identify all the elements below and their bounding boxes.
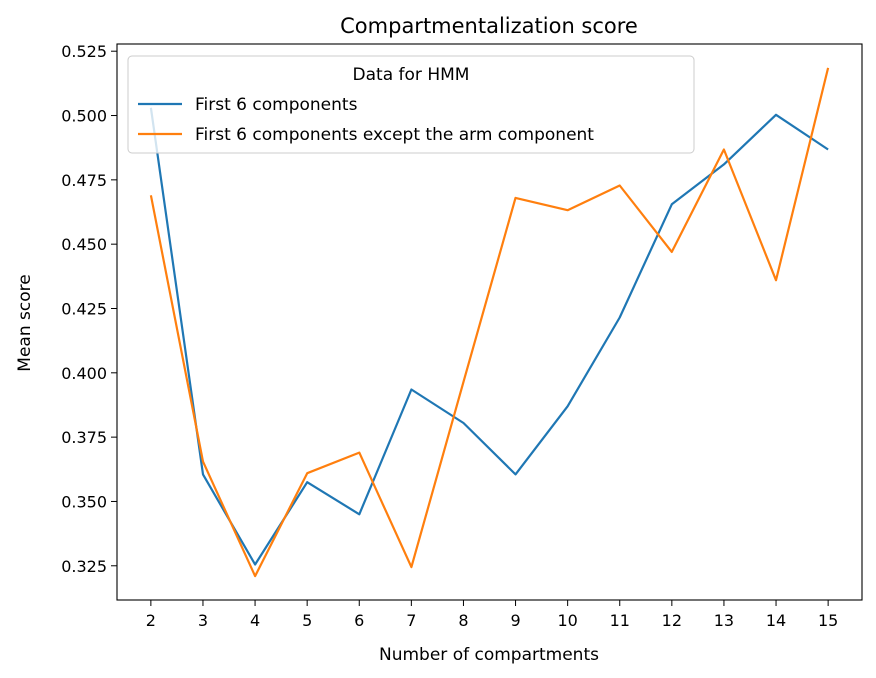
- y-axis: 0.325 0.350 0.375 0.400 0.425 0.450 0.475 0.500…: [61, 42, 117, 576]
- y-tick-label: 0.425: [61, 299, 107, 318]
- x-tick-label: 13: [714, 611, 734, 630]
- plot-frame: [116, 43, 863, 601]
- legend-label-series-1: First 6 components: [195, 95, 358, 115]
- x-tick-label: 12: [662, 611, 682, 630]
- plot-area: [116, 43, 863, 601]
- y-tick-label: 0.375: [61, 428, 107, 447]
- x-tick-label: 6: [354, 611, 364, 630]
- x-tick-label: 4: [250, 611, 260, 630]
- y-tick-label: 0.450: [61, 235, 107, 254]
- chart-title: Compartmentalization score: [340, 14, 638, 38]
- y-tick-label: 0.525: [61, 42, 107, 61]
- y-tick-label: 0.350: [61, 492, 107, 511]
- x-tick-label: 7: [406, 611, 416, 630]
- x-tick-label: 14: [766, 611, 786, 630]
- legend-title: Data for HMM: [353, 65, 470, 85]
- x-tick-label: 15: [818, 611, 838, 630]
- y-axis-label: Mean score: [15, 274, 35, 371]
- x-tick-label: 11: [610, 611, 630, 630]
- series-line-2: [149, 67, 830, 578]
- x-tick-label: 10: [557, 611, 577, 630]
- y-tick-label: 0.475: [61, 171, 107, 190]
- x-tick-label: 5: [302, 611, 312, 630]
- y-tick-label: 0.325: [61, 557, 107, 576]
- series-line-1: [149, 107, 829, 566]
- legend: Data for HMM First 6 components First 6 …: [127, 55, 695, 154]
- legend-label-series-2: First 6 components except the arm compon…: [195, 125, 594, 145]
- x-axis: 2 3 4 5 6 7 8 9 10 11 12 13 14 15: [146, 600, 838, 630]
- y-tick-label: 0.400: [61, 364, 107, 383]
- y-tick-label: 0.500: [61, 107, 107, 126]
- x-tick-label: 3: [198, 611, 208, 630]
- x-tick-label: 2: [146, 611, 156, 630]
- x-axis-label: Number of compartments: [379, 645, 599, 665]
- x-tick-label: 9: [510, 611, 520, 630]
- x-tick-label: 8: [458, 611, 468, 630]
- legend-box: [127, 55, 695, 154]
